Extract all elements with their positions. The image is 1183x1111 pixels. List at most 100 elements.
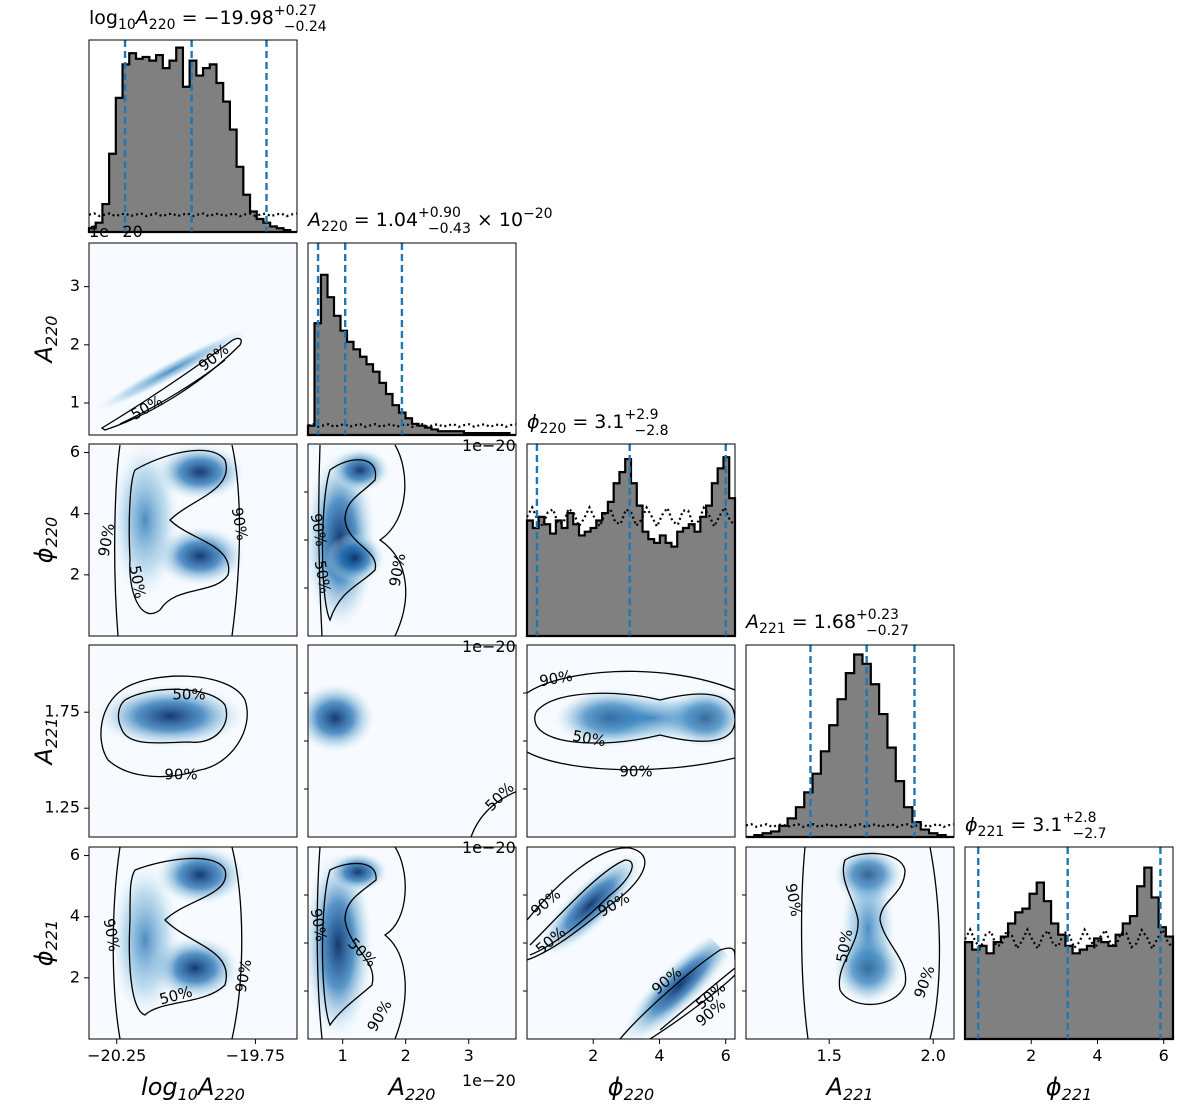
contour-label-90-4-0a: 90% — [100, 917, 124, 953]
density-3-0 — [95, 684, 245, 748]
xtick-A220-2: 3 — [464, 1046, 474, 1065]
ytick-phi220-1: 4 — [70, 503, 80, 522]
histogram-A220 — [306, 273, 516, 437]
contour-90-4-2a — [527, 847, 646, 961]
contour-label-50-4-3: 50% — [833, 928, 857, 964]
ytick-A220-1: 2 — [70, 334, 80, 353]
contour-90-3-1 — [470, 791, 516, 837]
contour-label-90-2-1: 90% — [386, 552, 410, 588]
contour-50-2-0 — [128, 449, 230, 615]
contour-90-4-1 — [316, 847, 406, 1039]
ytick-A221-1: 1.75 — [44, 702, 80, 721]
xtick-phi221-0: 2 — [1026, 1046, 1036, 1065]
xtick-A221-0: 1.5 — [816, 1046, 841, 1065]
xtick-A221-1: 2.0 — [920, 1046, 945, 1065]
contour-50-4-2b — [659, 967, 735, 1031]
contour-label-50-3-0: 50% — [172, 686, 205, 704]
contour-90-3-2 — [527, 670, 735, 771]
frame-diag-0 — [88, 39, 298, 233]
title-A220: A220 = 1.04+0.90 −0.43 × 10−20 — [306, 205, 553, 237]
offset-text-row3: 1e−20 — [462, 838, 516, 857]
panels: 50%90%90%50%90%50% 90%90%50%90%50%90%50%9… — [44, 39, 1175, 1090]
contour-label-90-4-0b: 90% — [232, 958, 256, 994]
offset-text-A220-x: 1e−20 — [462, 1071, 516, 1090]
xtick-phi220-1: 4 — [654, 1046, 664, 1065]
xtick-phi221-2: 6 — [1159, 1046, 1169, 1065]
prior-logA220 — [88, 212, 298, 218]
frame-1-0 — [88, 242, 298, 436]
offset-text-A220-y: 1e−20 — [89, 222, 143, 241]
contour-label-90-3-2b: 90% — [619, 763, 652, 781]
density-3-1 — [308, 683, 375, 753]
frame-diag-2 — [526, 443, 736, 637]
contour-50-3-0 — [117, 688, 228, 744]
frame-3-0 — [88, 644, 298, 838]
prior-phi221 — [964, 927, 1174, 952]
contour-90-2-1 — [318, 444, 407, 636]
ytick-phi220-2: 6 — [70, 442, 80, 461]
contour-50-4-3 — [838, 852, 907, 1006]
xtick-A220-1: 2 — [401, 1046, 411, 1065]
density-4-0 — [155, 847, 245, 905]
density-2-1 — [330, 448, 390, 492]
title-phi220: ϕ220 = 3.1+2.9 −2.8 — [527, 407, 669, 439]
xtick-logA220-0: −20.25 — [87, 1046, 146, 1065]
ylabel-phi220: ϕ220 — [30, 517, 61, 563]
xtick-logA220-1: −19.75 — [226, 1046, 285, 1065]
prior-phi220 — [526, 504, 736, 530]
contour-50-3-2 — [534, 692, 735, 744]
density-2-0 — [110, 444, 180, 600]
ytick-phi221-1: 4 — [70, 906, 80, 925]
ytick-phi221-2: 6 — [70, 845, 80, 864]
ytick-A220-0: 1 — [70, 393, 80, 412]
frame-diag-3 — [745, 644, 955, 838]
contour-label-90-3-2a: 90% — [538, 667, 574, 691]
contour-90-1-0 — [100, 337, 242, 431]
ylabel-A221: A221 — [30, 718, 61, 767]
xlabel-logA220: log10A220 — [141, 1073, 245, 1104]
contour-label-90-2-1b: 90% — [307, 512, 331, 548]
contour-label-90-4-3a: 90% — [782, 882, 806, 918]
xtick-phi221-1: 4 — [1092, 1046, 1102, 1065]
title-phi221: ϕ221 = 3.1+2.8 −2.7 — [965, 810, 1107, 842]
title-logA220: log10A220 = −19.98+0.27 −0.24 — [89, 3, 327, 35]
ytick-A221-0: 1.25 — [44, 798, 80, 817]
ytick-A220-2: 3 — [70, 276, 80, 295]
histogram-A221 — [746, 653, 954, 839]
contour-label-90-2-0b: 90% — [228, 506, 252, 542]
frame-4-0 — [88, 846, 298, 1040]
xlabel-phi220: ϕ220 — [608, 1073, 654, 1104]
contour-90-2-0 — [114, 444, 241, 636]
contour-label-50-2-1: 50% — [311, 559, 335, 595]
contour-label-90-4-1b: 90% — [307, 907, 331, 943]
xtick-phi220-2: 6 — [721, 1046, 731, 1065]
frame-diag-4 — [964, 846, 1174, 1040]
xlabel-phi221: ϕ221 — [1046, 1073, 1092, 1104]
density-2-1 — [325, 533, 385, 583]
prior-A220 — [307, 422, 517, 429]
frame-diag-1 — [307, 242, 517, 436]
xtick-A220-0: 1 — [338, 1046, 348, 1065]
contour-label-50-2-0: 50% — [126, 564, 150, 600]
density-4-2 — [538, 853, 642, 957]
frame-2-0 — [88, 443, 298, 637]
title-A221: A221 = 1.68+0.23 −0.27 — [744, 607, 909, 639]
contour-90-4-0 — [112, 847, 243, 1039]
titles: log10A220 = −19.98+0.27 −0.24 A220 = 1.04+… — [89, 3, 1107, 842]
contour-90-4-3 — [800, 847, 941, 1039]
contour-50-1-0 — [119, 359, 226, 425]
histogram-phi220 — [525, 456, 737, 638]
contour-90-4-2b — [619, 947, 735, 1039]
ylabel-phi221: ϕ221 — [30, 920, 61, 966]
density-3-2 — [550, 693, 735, 743]
contour-label-90-3-0: 90% — [164, 766, 197, 784]
xlabel-A221: A221 — [825, 1073, 874, 1104]
contour-label-50-3-2: 50% — [571, 727, 607, 751]
ytick-phi220-0: 2 — [70, 564, 80, 583]
prior-A221 — [745, 822, 955, 829]
density-4-2 — [621, 926, 739, 1044]
ytick-phi221-0: 2 — [70, 967, 80, 986]
histogram-phi221 — [963, 866, 1175, 1041]
density-4-1 — [328, 852, 388, 892]
